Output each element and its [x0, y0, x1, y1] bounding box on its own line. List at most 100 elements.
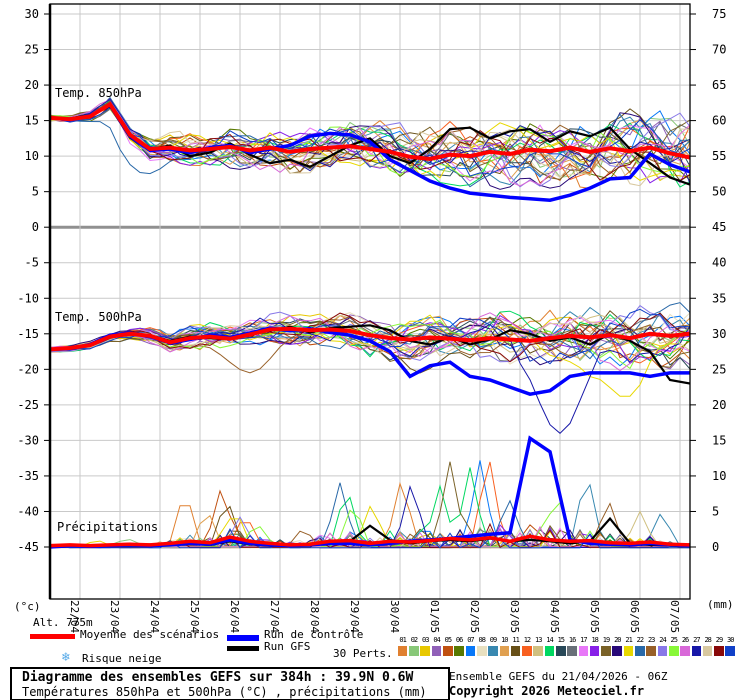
member-chip: 19: [600, 636, 611, 656]
member-color-swatch: [589, 646, 600, 656]
member-number: 29: [715, 636, 723, 644]
member-number: 25: [670, 636, 678, 644]
member-number: 28: [704, 636, 711, 644]
svg-text:-15: -15: [17, 327, 39, 341]
member-number: 01: [399, 636, 406, 644]
svg-text:30/04: 30/04: [388, 600, 401, 633]
member-chip: 24: [657, 636, 668, 656]
member-chip: 12: [521, 636, 532, 656]
legend-control-color-bar: [227, 635, 259, 641]
svg-text:30: 30: [712, 327, 726, 341]
svg-text:23/04: 23/04: [108, 600, 121, 633]
left-axis-unit: (°c): [14, 600, 41, 613]
svg-text:40: 40: [712, 256, 726, 270]
member-chip: 08: [476, 636, 487, 656]
member-chip: 22: [634, 636, 645, 656]
svg-text:65: 65: [712, 78, 726, 92]
member-number: 19: [602, 636, 610, 644]
member-color-swatch: [431, 646, 442, 656]
member-chip: 26: [679, 636, 690, 656]
member-chip: 15: [555, 636, 566, 656]
svg-text:45: 45: [712, 220, 726, 234]
member-color-swatch: [454, 646, 464, 656]
member-chip: 06: [453, 636, 464, 656]
member-number: 09: [489, 636, 497, 644]
member-chip: 17: [578, 636, 589, 656]
svg-text:-30: -30: [17, 433, 39, 447]
member-number: 08: [478, 636, 486, 644]
member-color-swatch: [443, 646, 453, 656]
snow-risk-label: Risque neige: [82, 652, 162, 665]
member-color-swatch: [544, 646, 555, 656]
member-chip: 03: [420, 636, 431, 656]
svg-text:-40: -40: [17, 504, 39, 518]
svg-text:01/05: 01/05: [428, 600, 441, 633]
panel-label-temp850: Temp. 850hPa: [55, 86, 142, 100]
member-color-swatch: [409, 646, 419, 656]
member-chip: 13: [533, 636, 544, 656]
member-color-swatch: [702, 646, 713, 656]
member-color-swatch: [533, 646, 543, 656]
svg-text:25: 25: [25, 43, 39, 57]
svg-text:50: 50: [712, 185, 726, 199]
copyright-label: Copyright 2026 Meteociel.fr: [449, 684, 645, 698]
member-color-swatch: [397, 646, 408, 656]
svg-text:27/04: 27/04: [268, 600, 281, 633]
member-color-swatch: [465, 646, 476, 656]
member-number: 18: [591, 636, 598, 644]
svg-text:15: 15: [712, 433, 726, 447]
member-color-strip: 01 02 03 04 05 06 07 08 09 10 11 12 13 14 15 16 17 18 19 20…: [397, 636, 739, 656]
member-chip: 23: [646, 636, 657, 656]
svg-text:-10: -10: [17, 291, 39, 305]
svg-text:04/05: 04/05: [548, 600, 561, 633]
member-number: 17: [580, 636, 587, 644]
member-number: 30: [727, 636, 734, 644]
member-chip: 18: [589, 636, 600, 656]
svg-text:07/05: 07/05: [668, 600, 681, 633]
legend-gfs-color-bar: [227, 646, 259, 651]
legend-mean-label: Moyenne des scénarios: [80, 628, 220, 641]
run-info-label: Ensemble GEFS du 21/04/2026 - 06Z: [449, 670, 668, 683]
svg-text:03/05: 03/05: [508, 600, 521, 633]
svg-text:28/04: 28/04: [308, 600, 321, 633]
svg-text:15: 15: [25, 114, 39, 128]
svg-text:25: 25: [712, 362, 726, 376]
svg-text:55: 55: [712, 149, 726, 163]
svg-text:22/04: 22/04: [68, 600, 81, 633]
svg-text:20: 20: [25, 78, 39, 92]
member-chip: 21: [623, 636, 634, 656]
member-number: 16: [568, 636, 576, 644]
member-color-swatch: [488, 646, 498, 656]
svg-text:02/05: 02/05: [468, 600, 481, 633]
member-chip: 27: [691, 636, 702, 656]
member-color-swatch: [680, 646, 690, 656]
svg-text:60: 60: [712, 114, 726, 128]
member-number: 27: [693, 636, 700, 644]
member-color-swatch: [567, 646, 577, 656]
altitude-label: Alt. 775m: [33, 616, 93, 629]
member-number: 06: [455, 636, 463, 644]
member-number: 21: [625, 636, 632, 644]
panel-label-temp500: Temp. 500hPa: [55, 310, 142, 324]
svg-text:5: 5: [712, 504, 719, 518]
svg-text:35: 35: [712, 291, 726, 305]
member-color-swatch: [646, 646, 656, 656]
member-number: 04: [433, 636, 440, 644]
svg-text:-45: -45: [17, 540, 39, 554]
member-number: 20: [614, 636, 621, 644]
svg-text:10: 10: [25, 149, 39, 163]
member-color-swatch: [725, 646, 736, 656]
member-chip: 05: [442, 636, 453, 656]
member-color-swatch: [601, 646, 611, 656]
member-chip: 02: [408, 636, 419, 656]
svg-text:25/04: 25/04: [188, 600, 201, 633]
svg-text:29/04: 29/04: [348, 600, 361, 633]
member-chip: 07: [465, 636, 476, 656]
svg-text:-5: -5: [25, 256, 39, 270]
member-color-swatch: [522, 646, 532, 656]
member-number: 23: [647, 636, 655, 644]
member-color-swatch: [657, 646, 668, 656]
member-color-swatch: [668, 646, 679, 656]
